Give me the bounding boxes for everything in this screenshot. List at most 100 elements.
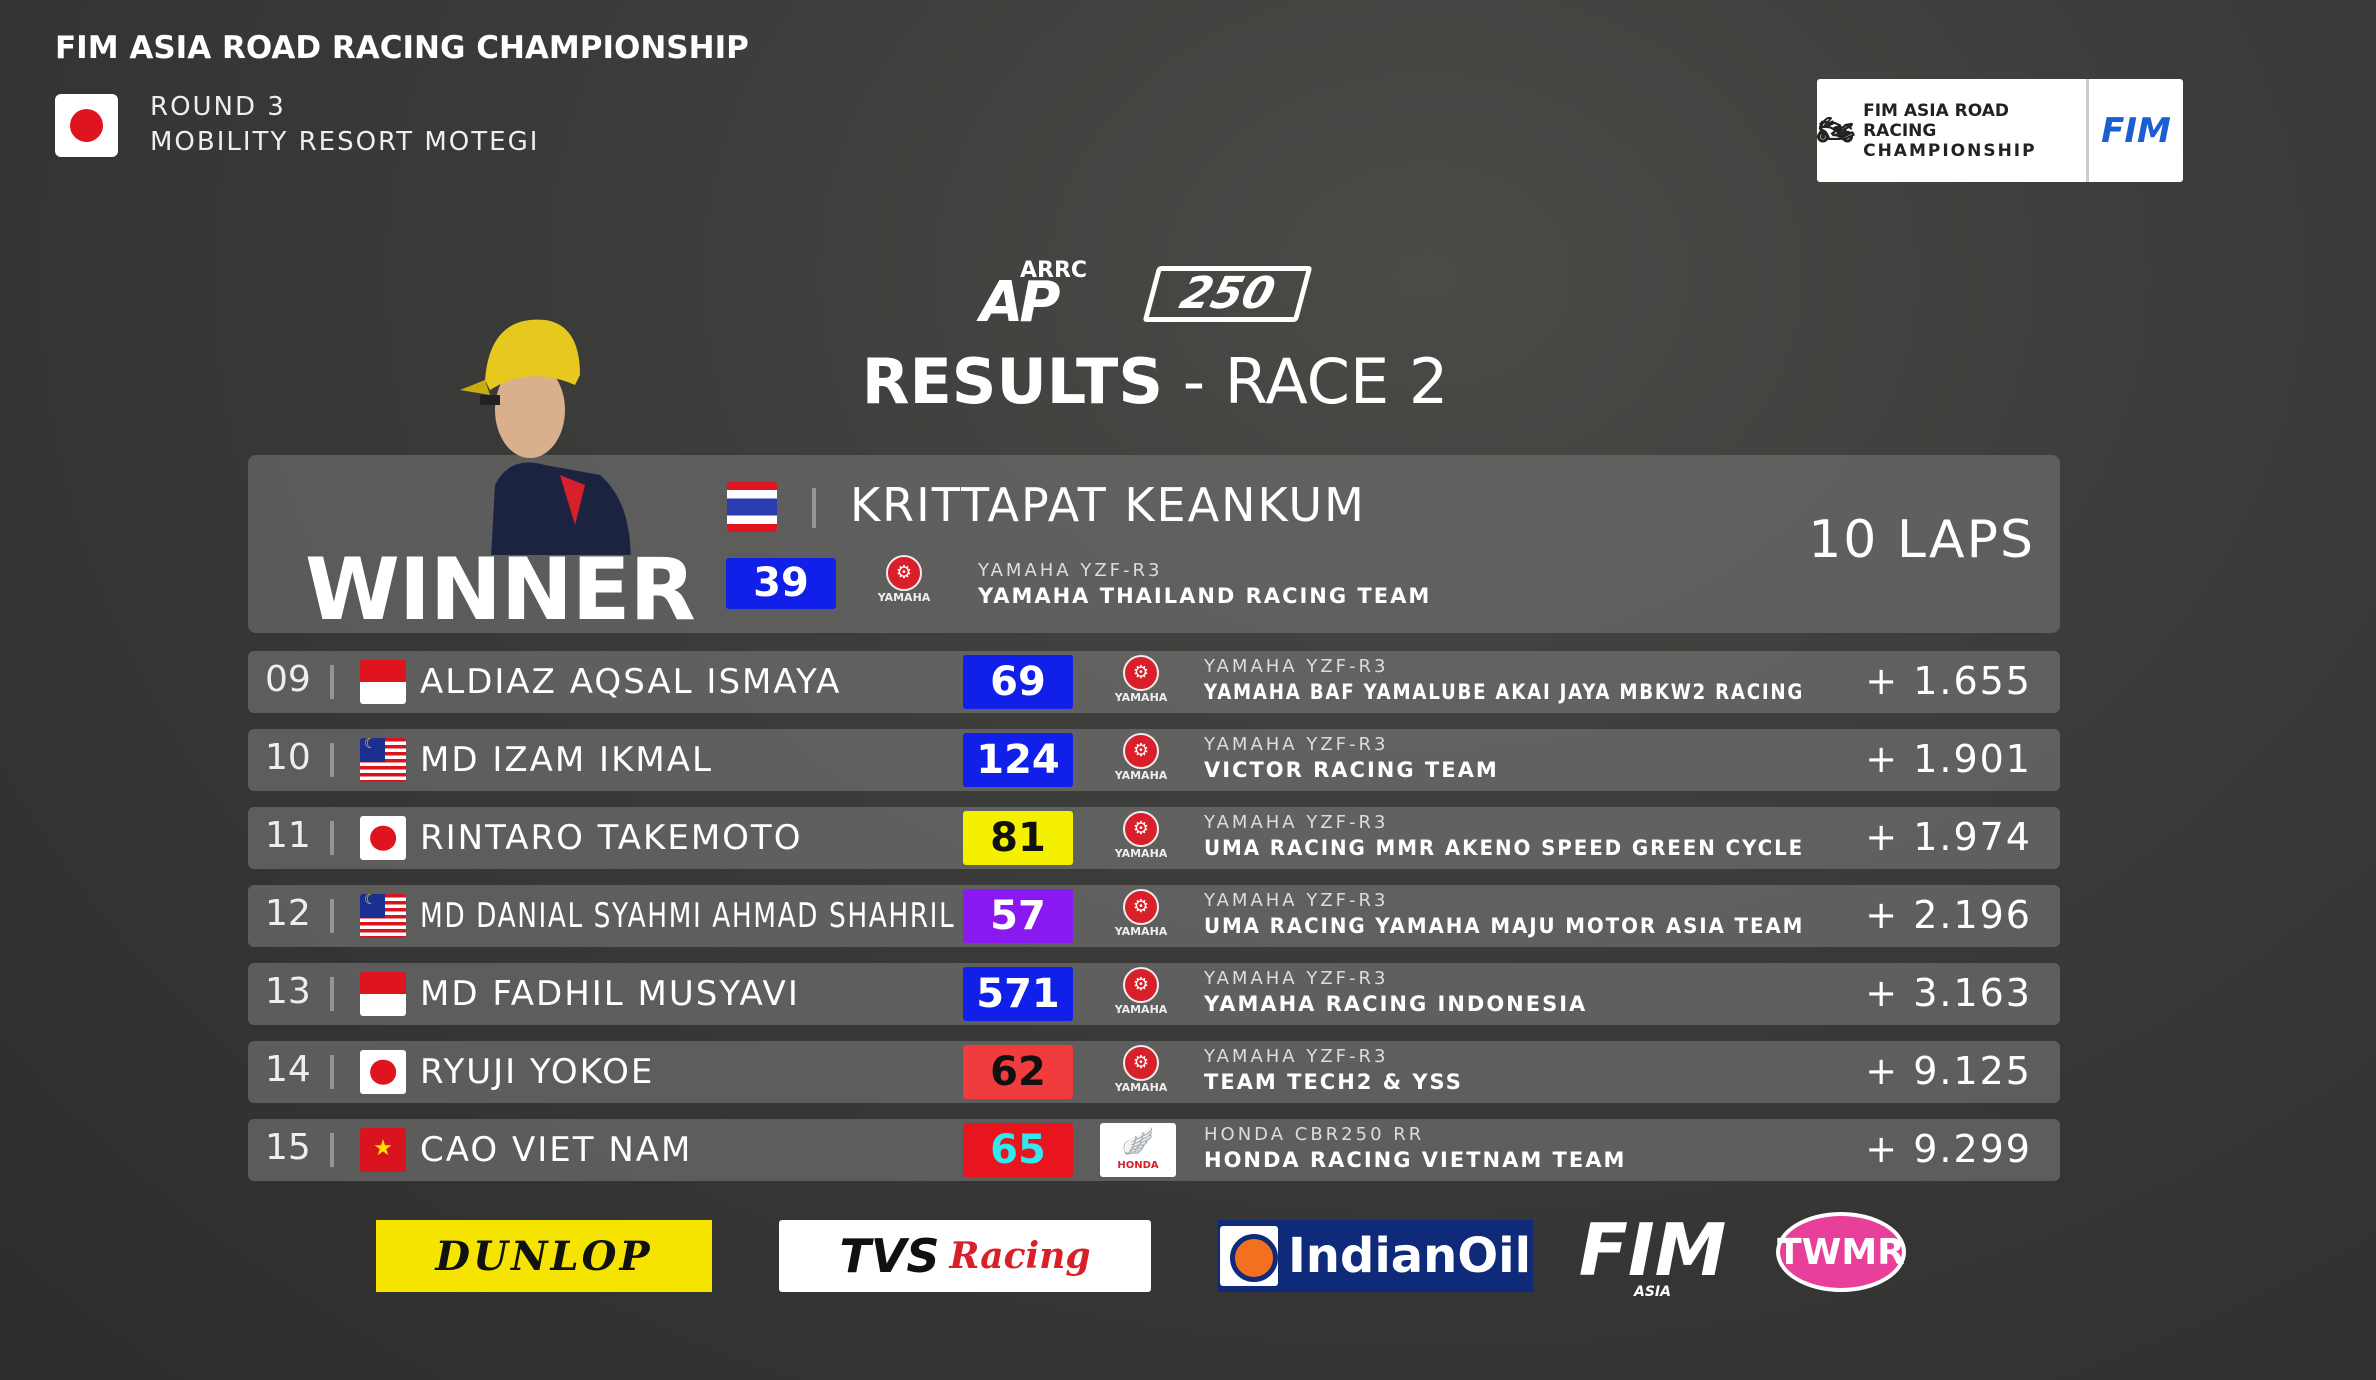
team-name: YAMAHA BAF YAMALUBE AKAI JAYA MBKW2 RACI… (1204, 680, 1805, 704)
rider-name: MD IZAM IKMAL (420, 740, 713, 780)
venue-label: MOBILITY RESORT MOTEGI (150, 127, 540, 157)
bike-model: YAMAHA YZF-R3 (1204, 968, 1389, 989)
divider (330, 977, 334, 1011)
winner-model: YAMAHA YZF-R3 (978, 560, 1163, 581)
ap250-class-logo: ARRC AP 250 (980, 258, 1330, 335)
manufacturer-label: YAMAHA (877, 591, 931, 604)
title-bold: RESULTS (861, 345, 1163, 418)
position: 15 (265, 1127, 311, 1168)
ap-text: AP (980, 270, 1060, 335)
cc-text: 250 (1142, 266, 1313, 322)
team-name: UMA RACING YAMAHA MAJU MOTOR ASIA TEAM (1204, 914, 1805, 938)
result-row: 11 RINTARO TAKEMOTO 81 ⚙ YAMAHA YAMAHA YZ… (248, 807, 2060, 869)
manufacturer-label: YAMAHA (1114, 1081, 1168, 1094)
japan-flag-icon (360, 1050, 406, 1094)
rider-name: MD DANIAL SYAHMI AHMAD SHAHRIL (420, 896, 956, 936)
result-row: 09 ALDIAZ AQSAL ISMAYA 69 ⚙ YAMAHA YAMAHA… (248, 651, 2060, 713)
yamaha-logo-icon: ⚙ YAMAHA (1113, 733, 1169, 795)
result-row: 15 ★ CAO VIET NAM 65 🪽 HONDA HONDA CBR250… (248, 1119, 2060, 1181)
indonesia-flag-icon (360, 972, 406, 1016)
bike-model: YAMAHA YZF-R3 (1204, 1046, 1389, 1067)
rider-name: RINTARO TAKEMOTO (420, 818, 803, 858)
logo-line2: CHAMPIONSHIP (1863, 140, 2037, 161)
indianoil-emblem-icon (1219, 1226, 1278, 1286)
fim-sub-text: ASIA (1634, 1284, 1671, 1300)
team-name: HONDA RACING VIETNAM TEAM (1204, 1148, 1627, 1172)
position: 13 (265, 971, 311, 1012)
divider (330, 1133, 334, 1167)
tvs-racing-text: Racing (949, 1235, 1091, 1277)
divider (330, 1055, 334, 1089)
time-gap: + 1.655 (1865, 659, 2032, 703)
manufacturer-label: YAMAHA (1114, 925, 1168, 938)
bike-model: YAMAHA YZF-R3 (1204, 656, 1389, 677)
result-row: 10 MD IZAM IKMAL 124 ⚙YAMAHA YAMAHA YZF-… (248, 729, 2060, 791)
result-row: 14 RYUJI YOKOE 62 ⚙ YAMAHA YAMAHA YZF-R3 … (248, 1041, 2060, 1103)
team-name: VICTOR RACING TEAM (1204, 758, 1499, 782)
manufacturer-label: YAMAHA (1114, 691, 1168, 704)
winner-team: YAMAHA THAILAND RACING TEAM (978, 584, 1432, 608)
bike-model: YAMAHA YZF-R3 (1204, 734, 1389, 755)
rider-number: 65 (963, 1123, 1073, 1177)
yamaha-logo-icon: ⚙ YAMAHA (1113, 811, 1169, 873)
page-title: RESULTS - RACE 2 (0, 345, 2310, 418)
winner-label: WINNER (305, 540, 696, 640)
time-gap: + 9.125 (1865, 1049, 2032, 1093)
manufacturer-label: YAMAHA (1114, 1003, 1168, 1016)
round-label: ROUND 3 (150, 92, 286, 122)
position: 14 (265, 1049, 311, 1090)
team-name: YAMAHA RACING INDONESIA (1204, 992, 1588, 1016)
manufacturer-label: HONDA (1117, 1160, 1159, 1171)
time-gap: + 9.299 (1865, 1127, 2032, 1171)
tvs-racing-sponsor-logo: TVS Racing (779, 1220, 1151, 1292)
thailand-flag-icon (727, 482, 777, 532)
winner-rider-photo (460, 319, 631, 555)
yamaha-logo-icon: ⚙ YAMAHA (876, 555, 932, 617)
rider-number: 81 (963, 811, 1073, 865)
position: 10 (265, 737, 311, 778)
indonesia-flag-icon (360, 660, 406, 704)
fim-text: FIM (1578, 1208, 1727, 1292)
rider-number: 62 (963, 1045, 1073, 1099)
malaysia-flag-icon (360, 738, 406, 782)
manufacturer-label: YAMAHA (1114, 769, 1168, 782)
divider (330, 821, 334, 855)
divider (812, 488, 816, 528)
dunlop-sponsor-logo: DUNLOP (376, 1220, 712, 1292)
team-name: UMA RACING MMR AKENO SPEED GREEN CYCLE (1204, 836, 1805, 860)
position: 11 (265, 815, 311, 856)
winner-name: KRITTAPAT KEANKUM (850, 478, 1366, 532)
divider (330, 665, 334, 699)
result-row: 13 MD FADHIL MUSYAVI 571 ⚙ YAMAHA YAMAHA … (248, 963, 2060, 1025)
bike-model: YAMAHA YZF-R3 (1204, 812, 1389, 833)
laps-count: 10 LAPS (1808, 510, 2035, 570)
yamaha-logo-icon: ⚙ YAMAHA (1113, 655, 1169, 717)
rider-number: 571 (963, 967, 1073, 1021)
title-race: - RACE 2 (1162, 345, 1449, 418)
rider-name: RYUJI YOKOE (420, 1052, 655, 1092)
twmr-sponsor-logo: TWMR (1776, 1212, 1906, 1292)
fim-logo: FIM (2101, 110, 2171, 151)
yamaha-logo-icon: ⚙ YAMAHA (1113, 967, 1169, 1029)
yamaha-logo-icon: ⚙ YAMAHA (1113, 1045, 1169, 1107)
round-info: ROUND 3 MOBILITY RESORT MOTEGI (150, 90, 539, 160)
rider-name: CAO VIET NAM (420, 1130, 693, 1170)
rider-number: 57 (963, 889, 1073, 943)
dunlop-text: DUNLOP (435, 1232, 653, 1280)
rider-number: 124 (963, 733, 1073, 787)
time-gap: + 1.974 (1865, 815, 2032, 859)
divider (330, 743, 334, 777)
bike-model: HONDA CBR250 RR (1204, 1124, 1425, 1145)
yamaha-logo-icon: ⚙ YAMAHA (1113, 889, 1169, 951)
vietnam-flag-icon: ★ (360, 1128, 406, 1172)
rider-name: MD FADHIL MUSYAVI (420, 974, 800, 1014)
fim-asia-logo: FIM ASIA (1563, 1212, 1742, 1302)
championship-title: FIM ASIA ROAD RACING CHAMPIONSHIP (55, 30, 749, 66)
twmr-text: TWMR (1777, 1231, 1905, 1273)
rider-number: 69 (963, 655, 1073, 709)
time-gap: + 2.196 (1865, 893, 2032, 937)
manufacturer-label: YAMAHA (1114, 847, 1168, 860)
japan-flag-icon (360, 816, 406, 860)
championship-logo: 🏍 FIM ASIA ROAD RACING CHAMPIONSHIP FIM (1817, 79, 2183, 182)
malaysia-flag-icon (360, 894, 406, 938)
